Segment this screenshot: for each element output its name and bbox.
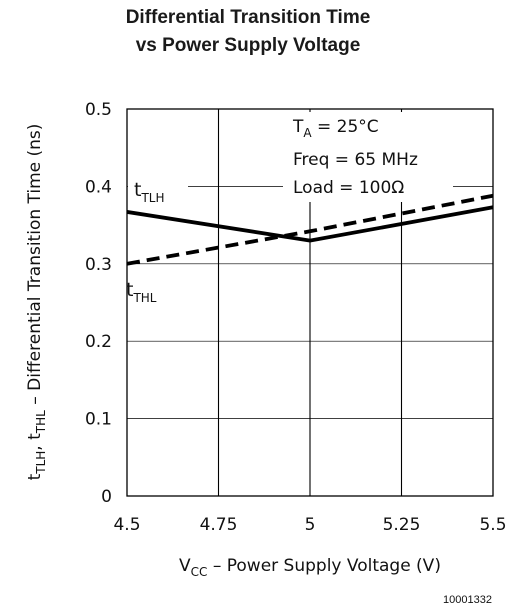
x-tick-label: 5 <box>305 515 316 535</box>
y-tick-label: 0 <box>101 487 112 507</box>
y-tick-label: 0.2 <box>85 332 112 352</box>
x-axis-label: VCC – Power Supply Voltage (V) <box>179 556 441 579</box>
x-tick-label: 4.5 <box>113 515 140 535</box>
x-tick-label: 4.75 <box>200 515 238 535</box>
annotation-temperature: TA = 25°C <box>292 117 379 140</box>
annotation-background <box>283 112 453 202</box>
y-tick-label: 0.4 <box>85 177 112 197</box>
chart-title-line-1: Differential Transition Time <box>126 7 371 28</box>
figure-id: 10001332 <box>443 594 492 606</box>
annotation-frequency: Freq = 65 MHz <box>293 150 418 170</box>
y-tick-label: 0.5 <box>85 100 112 120</box>
x-tick-label: 5.25 <box>383 515 421 535</box>
tick-labels: 4.5 4.75 5 5.25 5.5 0 0.1 0.2 0.3 0.4 0.5 <box>85 100 507 535</box>
series-lines <box>126 193 494 266</box>
series-line-t-tlh <box>126 205 494 243</box>
y-tick-label: 0.1 <box>85 410 112 430</box>
series-label-tlh: tTLH <box>134 179 165 205</box>
series-label-tlh-background <box>128 176 188 206</box>
chart-title-line-2: vs Power Supply Voltage <box>136 35 361 56</box>
series-label-thl: tTHL <box>126 279 157 305</box>
x-tick-label: 5.5 <box>479 515 506 535</box>
plot-frame <box>126 108 494 497</box>
y-axis-label: tTLH, tTHL – Differential Transition Tim… <box>25 124 48 481</box>
series-line-t-thl <box>126 193 494 266</box>
y-tick-label: 0.3 <box>85 255 112 275</box>
annotation-load: Load = 100Ω <box>293 178 404 198</box>
